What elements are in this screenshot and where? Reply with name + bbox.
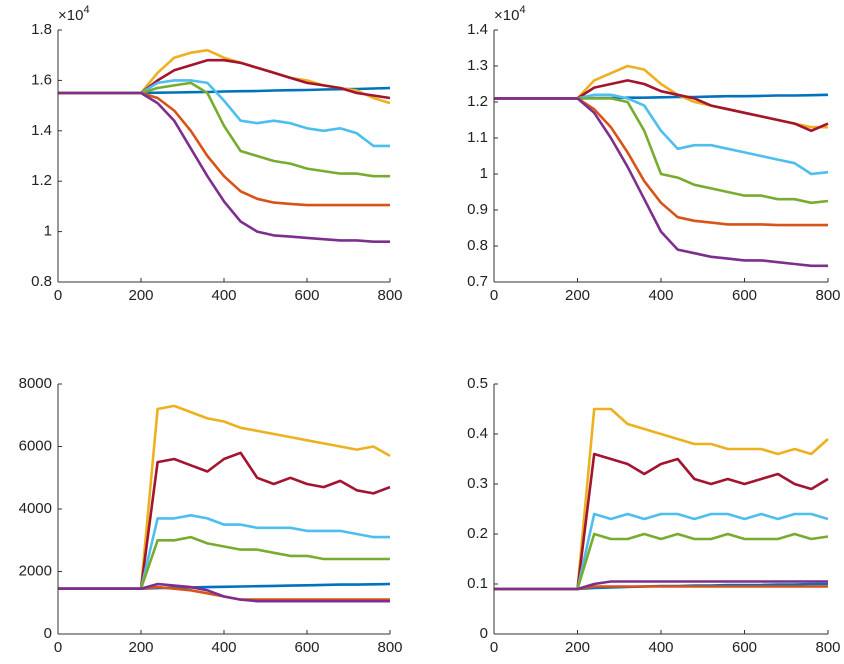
data-line — [58, 451, 391, 590]
y-multiplier: ×104 — [58, 4, 90, 24]
data-line — [494, 512, 829, 591]
data-line — [494, 93, 829, 176]
x-tick-label: 400 — [211, 287, 236, 304]
x-tick-label: 0 — [54, 287, 62, 304]
y-tick-label: 0 — [44, 625, 52, 642]
x-tick-label: 800 — [377, 287, 402, 304]
x-tick-label: 800 — [377, 639, 402, 656]
data-line — [494, 79, 829, 133]
data-line — [58, 514, 390, 590]
y-tick-label: 1.1 — [467, 129, 488, 146]
x-tick-label: 200 — [128, 287, 153, 304]
multiplier-base: ×10 — [58, 7, 83, 24]
data-line — [58, 91, 390, 243]
y-tick-label: 2000 — [19, 562, 52, 579]
x-tick-label: 0 — [490, 639, 498, 656]
x-tick-label: 0 — [54, 639, 62, 656]
y-multiplier: ×104 — [494, 4, 526, 24]
x-tick-label: 200 — [565, 639, 590, 656]
multiplier-exponent: 4 — [83, 4, 89, 16]
data-line — [494, 452, 829, 591]
y-tick-label: 8000 — [19, 375, 52, 392]
x-tick-label: 800 — [815, 287, 840, 304]
y-tick-label: 6000 — [19, 437, 52, 454]
y-tick-label: 0.8 — [467, 237, 488, 254]
data-line — [494, 97, 829, 205]
data-line — [494, 407, 829, 591]
x-tick-label: 400 — [648, 639, 673, 656]
x-tick-label: 800 — [815, 639, 840, 656]
multiplier-exponent: 4 — [519, 4, 525, 16]
x-tick-label: 600 — [294, 639, 319, 656]
data-line — [58, 91, 390, 207]
y-tick-label: 1.3 — [467, 57, 488, 74]
x-tick-label: 600 — [732, 287, 757, 304]
y-tick-label: 0.9 — [467, 201, 488, 218]
data-line — [58, 48, 391, 105]
y-tick-label: 0.8 — [31, 273, 52, 290]
y-tick-label: 0 — [480, 625, 488, 642]
data-line — [494, 97, 828, 268]
y-tick-label: 0.3 — [467, 475, 488, 492]
x-tick-label: 400 — [648, 287, 673, 304]
x-tick-label: 400 — [211, 639, 236, 656]
x-tick-label: 200 — [565, 287, 590, 304]
x-tick-label: 200 — [128, 639, 153, 656]
data-line — [58, 582, 390, 603]
data-line — [494, 580, 828, 591]
data-line — [494, 97, 828, 227]
y-tick-label: 1.2 — [31, 172, 52, 189]
x-tick-label: 600 — [294, 287, 319, 304]
y-tick-label: 1 — [480, 165, 488, 182]
y-tick-label: 4000 — [19, 500, 52, 517]
y-tick-label: 1.6 — [31, 71, 52, 88]
y-tick-label: 1.8 — [31, 21, 52, 38]
y-tick-label: 0.2 — [467, 525, 488, 542]
x-tick-label: 0 — [490, 287, 498, 304]
data-line — [58, 404, 391, 590]
y-tick-label: 0.7 — [467, 273, 488, 290]
y-tick-label: 0.4 — [467, 425, 488, 442]
y-tick-label: 0.5 — [467, 375, 488, 392]
x-tick-label: 600 — [732, 639, 757, 656]
y-tick-label: 1.4 — [31, 122, 52, 139]
y-tick-label: 1.4 — [467, 21, 488, 38]
data-line — [58, 535, 390, 590]
y-tick-label: 1 — [44, 223, 52, 240]
multiplier-base: ×10 — [494, 7, 519, 24]
y-tick-label: 0.1 — [467, 575, 488, 592]
y-tick-label: 1.2 — [467, 93, 488, 110]
